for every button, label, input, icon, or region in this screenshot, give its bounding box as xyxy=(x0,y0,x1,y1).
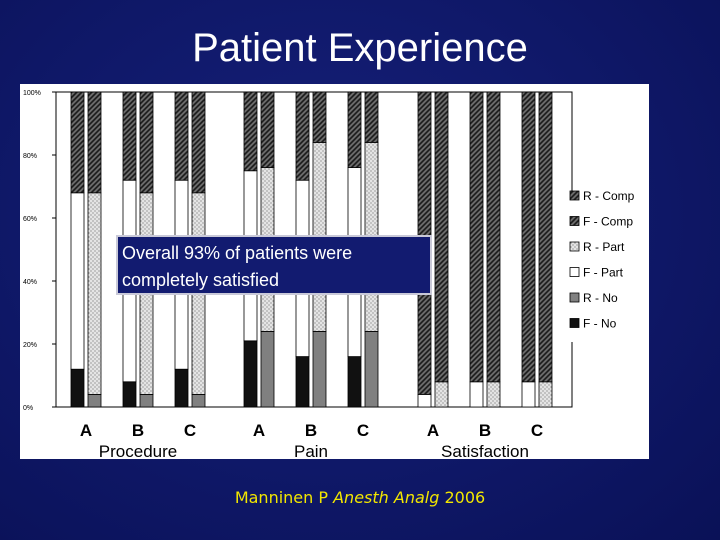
bar-segment-pain-b-f-no xyxy=(295,356,310,408)
legend-box xyxy=(566,192,649,342)
bar-segment-procedure-b-r-comp xyxy=(139,91,154,194)
bar-segment-pain-b-r-comp xyxy=(312,91,327,143)
bar-segment-procedure-b-f-comp xyxy=(122,91,137,181)
group-label: Procedure xyxy=(99,442,177,459)
legend-label: R - Part xyxy=(583,240,625,254)
bar-segment-pain-a-r-no xyxy=(260,330,275,408)
chart-panel: 0% 20% 40% 60% 80% 100% A B C Procedure A B C Pain A B… xyxy=(20,84,649,459)
bar-segment-procedure-c-r-comp xyxy=(191,91,206,194)
bar-segment-satisfaction-c-r-part xyxy=(538,381,553,408)
callout-box: Overall 93% of patients were completely … xyxy=(116,235,432,295)
bar-segment-pain-c-f-no xyxy=(347,356,362,408)
legend-label: R - No xyxy=(583,291,618,305)
legend-label: F - Comp xyxy=(583,215,633,229)
category-label: B xyxy=(479,421,491,440)
bar-segment-procedure-c-f-no xyxy=(174,368,189,408)
y-tick-label: 20% xyxy=(23,342,37,349)
chart-legend: R - Comp F - Comp R - Part F - Part R - No F … xyxy=(566,189,649,342)
bar-segment-procedure-b-r-no xyxy=(139,393,154,408)
bar-segment-satisfaction-c-f-comp xyxy=(521,91,536,383)
category-label: B xyxy=(132,421,144,440)
group-label: Pain xyxy=(294,442,328,459)
group-label: Satisfaction xyxy=(441,442,529,459)
category-label: A xyxy=(427,421,439,440)
y-tick-label: 60% xyxy=(23,216,37,223)
category-label: A xyxy=(80,421,92,440)
bar-segment-satisfaction-a-f-part xyxy=(417,393,432,408)
citation-year: 2006 xyxy=(444,488,486,507)
bar-segment-pain-a-r-comp xyxy=(260,91,275,168)
bar-segment-procedure-a-r-comp xyxy=(87,91,102,194)
slide-title: Patient Experience xyxy=(192,26,528,70)
legend-swatch xyxy=(569,241,580,252)
legend-label: R - Comp xyxy=(583,189,635,203)
bar-segment-procedure-c-f-comp xyxy=(174,91,189,181)
callout-line-1: Overall 93% of patients were xyxy=(122,243,353,263)
y-tick-label: 0% xyxy=(23,405,33,412)
bar-segment-pain-c-f-comp xyxy=(347,91,362,168)
bar-segment-pain-a-f-comp xyxy=(243,91,258,172)
bar-segment-pain-c-r-no xyxy=(364,330,379,408)
legend-swatch xyxy=(569,292,580,303)
bar-segment-procedure-a-r-no xyxy=(87,393,102,408)
bar-segment-procedure-a-r-part xyxy=(87,192,102,395)
bar-segment-satisfaction-b-r-part xyxy=(486,381,501,408)
callout-line-2: completely satisfied xyxy=(122,270,280,290)
bar-segment-satisfaction-a-r-comp xyxy=(434,91,449,383)
category-label: C xyxy=(184,421,196,440)
legend-label: F - Part xyxy=(583,266,624,280)
legend-swatch xyxy=(569,216,580,226)
y-tick-label: 80% xyxy=(23,153,37,160)
legend-swatch xyxy=(569,318,580,328)
y-tick-label: 100% xyxy=(23,90,41,97)
bar-segment-satisfaction-a-r-part xyxy=(434,381,449,408)
citation: Manninen P Anesth Analg 2006 xyxy=(0,488,720,507)
bar-segment-satisfaction-b-f-comp xyxy=(469,91,484,383)
bar-segment-pain-a-f-no xyxy=(243,340,258,408)
citation-journal: Anesth Analg xyxy=(333,488,440,507)
bar-segment-procedure-c-r-no xyxy=(191,393,206,408)
citation-author: Manninen P xyxy=(234,488,329,507)
category-label: B xyxy=(305,421,317,440)
category-label: C xyxy=(357,421,369,440)
y-tick-label: 40% xyxy=(23,279,37,286)
bar-segment-pain-b-f-comp xyxy=(295,91,310,181)
legend-swatch xyxy=(569,267,580,277)
category-label: C xyxy=(531,421,543,440)
bar-segment-procedure-b-f-no xyxy=(122,381,137,408)
bar-segment-satisfaction-b-r-comp xyxy=(486,91,501,383)
bar-segment-pain-c-r-comp xyxy=(364,91,379,143)
bar-segment-procedure-a-f-part xyxy=(70,192,85,370)
bar-segment-procedure-a-f-comp xyxy=(70,91,85,194)
category-label: A xyxy=(253,421,265,440)
bar-segment-pain-b-r-no xyxy=(312,330,327,408)
bar-segment-satisfaction-c-r-comp xyxy=(538,91,553,383)
legend-label: F - No xyxy=(583,317,617,331)
bar-segment-satisfaction-b-f-part xyxy=(469,381,484,408)
legend-swatch xyxy=(569,190,580,201)
bar-segment-satisfaction-c-f-part xyxy=(521,381,536,408)
bar-segment-procedure-a-f-no xyxy=(70,368,85,408)
